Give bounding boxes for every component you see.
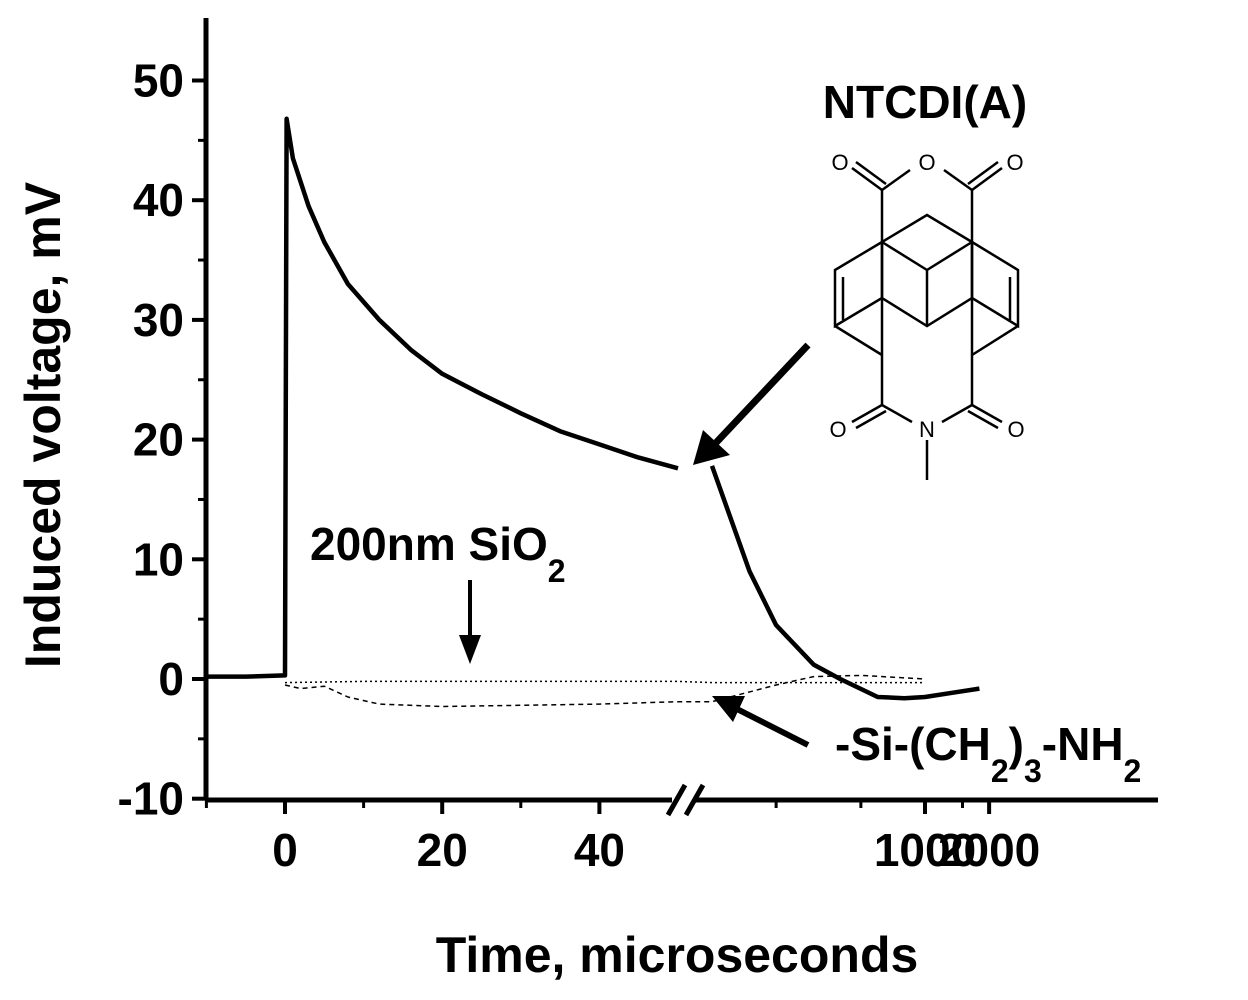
- sio2-label: 200nm SiO: [310, 518, 548, 570]
- x-axis-title: Time, microseconds: [436, 927, 919, 983]
- x-tick-label: 1000: [874, 824, 976, 876]
- y-tick-label: 40: [133, 174, 184, 226]
- x-tick-label: 20: [417, 824, 468, 876]
- axis-break-mark: [683, 783, 706, 817]
- y-axis-title: Induced voltage, mV: [15, 181, 71, 668]
- amine-annotation: -Si-(CH2)3-NH2: [712, 696, 1141, 789]
- amine-label-prefix: -Si-(CH: [835, 718, 991, 770]
- y-tick-label: 10: [133, 533, 184, 585]
- series-line-2: [709, 465, 980, 701]
- y-tick-label: 30: [133, 294, 184, 346]
- oxygen-atom-label: O: [829, 417, 846, 442]
- series-line-4: [284, 674, 926, 708]
- amine-subscript-3: 2: [1124, 753, 1142, 789]
- amine-subscript-2: 3: [1024, 753, 1042, 789]
- svg-text:-Si-(CH2)3-NH2: -Si-(CH2)3-NH2: [835, 718, 1141, 789]
- molecule-structure: [833, 160, 1020, 480]
- molecule-arrow: [693, 342, 811, 465]
- molecule-atom-labels: O O O N O O: [829, 150, 1024, 442]
- oxygen-atom-label: O: [1007, 417, 1024, 442]
- oxygen-atom-label: O: [831, 150, 848, 175]
- molecule-title: NTCDI(A): [823, 76, 1027, 128]
- x-tick-label: 0: [272, 824, 298, 876]
- sio2-subscript: 2: [548, 553, 566, 589]
- axis-break-mark: [665, 783, 688, 817]
- amine-subscript-1: 2: [991, 753, 1009, 789]
- amine-label-suffix: -NH: [1042, 718, 1124, 770]
- data-series: [206, 116, 980, 708]
- sio2-annotation: 200nm SiO2: [310, 518, 566, 664]
- x-tick-label: 40: [574, 824, 625, 876]
- y-tick-label: 20: [133, 414, 184, 466]
- series-line-1: [206, 116, 679, 679]
- oxygen-atom-label: O: [918, 150, 935, 175]
- svg-text:200nm SiO2: 200nm SiO2: [310, 518, 566, 589]
- amine-label-mid: ): [1009, 718, 1024, 770]
- oxygen-atom-label: O: [1006, 150, 1023, 175]
- x-tick-label: 2000: [938, 824, 1040, 876]
- y-tick-label: 0: [158, 653, 184, 705]
- series-line-3: [284, 680, 925, 684]
- y-tick-label: 50: [133, 55, 184, 107]
- y-tick-label: -10: [118, 773, 184, 825]
- nitrogen-atom-label: N: [919, 417, 935, 442]
